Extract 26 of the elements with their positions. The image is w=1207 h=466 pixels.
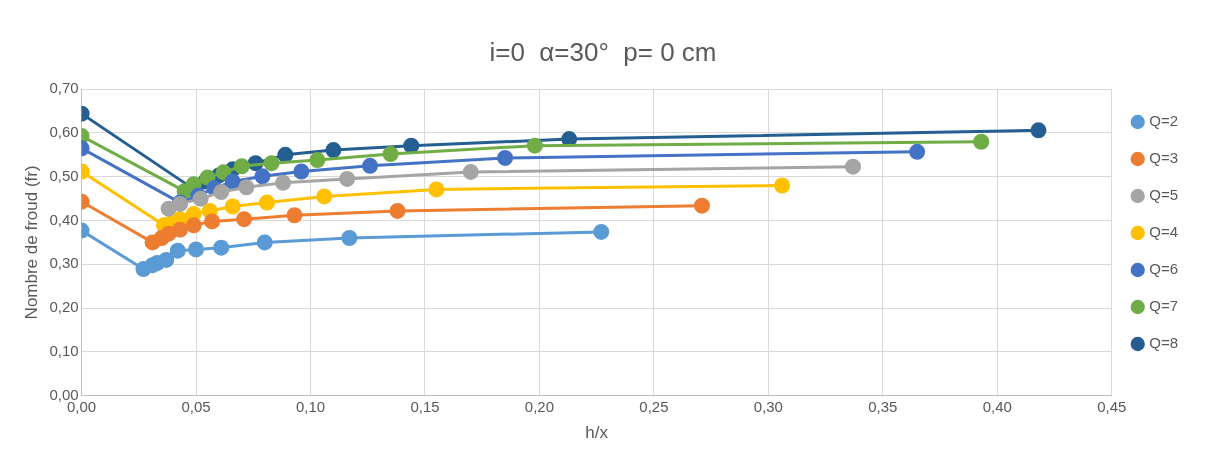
y-tick-label: 0,60 (49, 123, 79, 141)
x-tick-label: 0,25 (639, 397, 669, 415)
legend-label: Q=2 (1149, 112, 1179, 130)
legend-label: Q=6 (1149, 260, 1179, 278)
y-tick-label: 0,50 (49, 166, 79, 184)
y-tick-label: 0,40 (49, 210, 79, 228)
x-axis-title: h/x (585, 423, 609, 443)
legend-label: Q=7 (1149, 297, 1179, 315)
y-tick-label: 0,10 (49, 341, 79, 359)
legend-label: Q=4 (1149, 223, 1179, 241)
legend-label: Q=5 (1149, 186, 1179, 204)
x-tick-label: 0,30 (753, 397, 783, 415)
x-tick-label: 0,40 (982, 397, 1012, 415)
chart-title: i=0 α=30° p= 0 cm (489, 36, 717, 67)
x-tick-label: 0,20 (524, 397, 555, 415)
y-tick-label: 0,20 (49, 298, 79, 316)
y-tick-label: 0,70 (49, 79, 79, 97)
legend-label: Q=3 (1149, 149, 1179, 167)
x-tick-label: 0,10 (295, 397, 326, 415)
x-tick-label: 0,15 (410, 397, 440, 415)
y-tick-label: 0,30 (49, 254, 79, 272)
x-tick-label: 0,45 (1097, 397, 1127, 415)
y-axis-title: Nombre de froud (fr) (21, 165, 41, 320)
x-tick-label: 0,05 (181, 397, 211, 415)
x-tick-label: 0,35 (868, 397, 898, 415)
legend-label: Q=8 (1149, 334, 1179, 352)
